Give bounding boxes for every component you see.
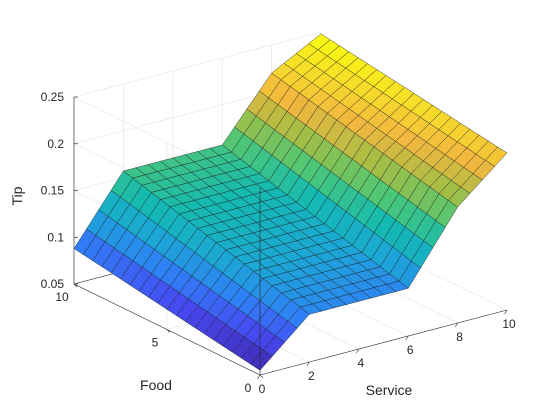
x-tick-label: 6	[407, 343, 414, 357]
x-tick-mark	[405, 335, 409, 341]
z-tick-label: 0.2	[47, 137, 64, 151]
y-tick-mark	[73, 283, 78, 288]
y-tick-label: 10	[55, 290, 69, 304]
z-tick-label: 0.15	[41, 184, 65, 198]
y-tick-mark	[166, 329, 171, 333]
x-tick-label: 4	[357, 356, 364, 370]
x-tick-mark	[504, 309, 508, 315]
x-tick-label: 8	[456, 330, 463, 344]
x-tick-mark	[356, 348, 360, 354]
surface-mesh	[73, 33, 508, 371]
z-tick-label: 0.1	[47, 230, 64, 244]
y-axis-label: Food	[140, 377, 172, 393]
x-tick-label: 10	[502, 317, 516, 331]
z-tick-label: 0.05	[41, 277, 65, 291]
gridline-back-z	[73, 31, 322, 98]
x-tick-mark	[454, 322, 458, 328]
x-tick-mark	[306, 361, 310, 367]
x-tick-label: 2	[308, 369, 315, 383]
y-tick-label: 5	[152, 336, 159, 350]
z-axis-label: Tip	[9, 186, 25, 205]
x-tick-label: 0	[259, 382, 266, 396]
x-tick-mark	[257, 374, 261, 380]
z-tick-label: 0.25	[41, 90, 65, 104]
x-axis-line	[259, 309, 508, 376]
surface-face	[250, 349, 273, 371]
y-tick-mark	[259, 374, 264, 379]
x-axis-label: Service	[366, 382, 413, 398]
y-tick-label: 0	[245, 381, 252, 395]
